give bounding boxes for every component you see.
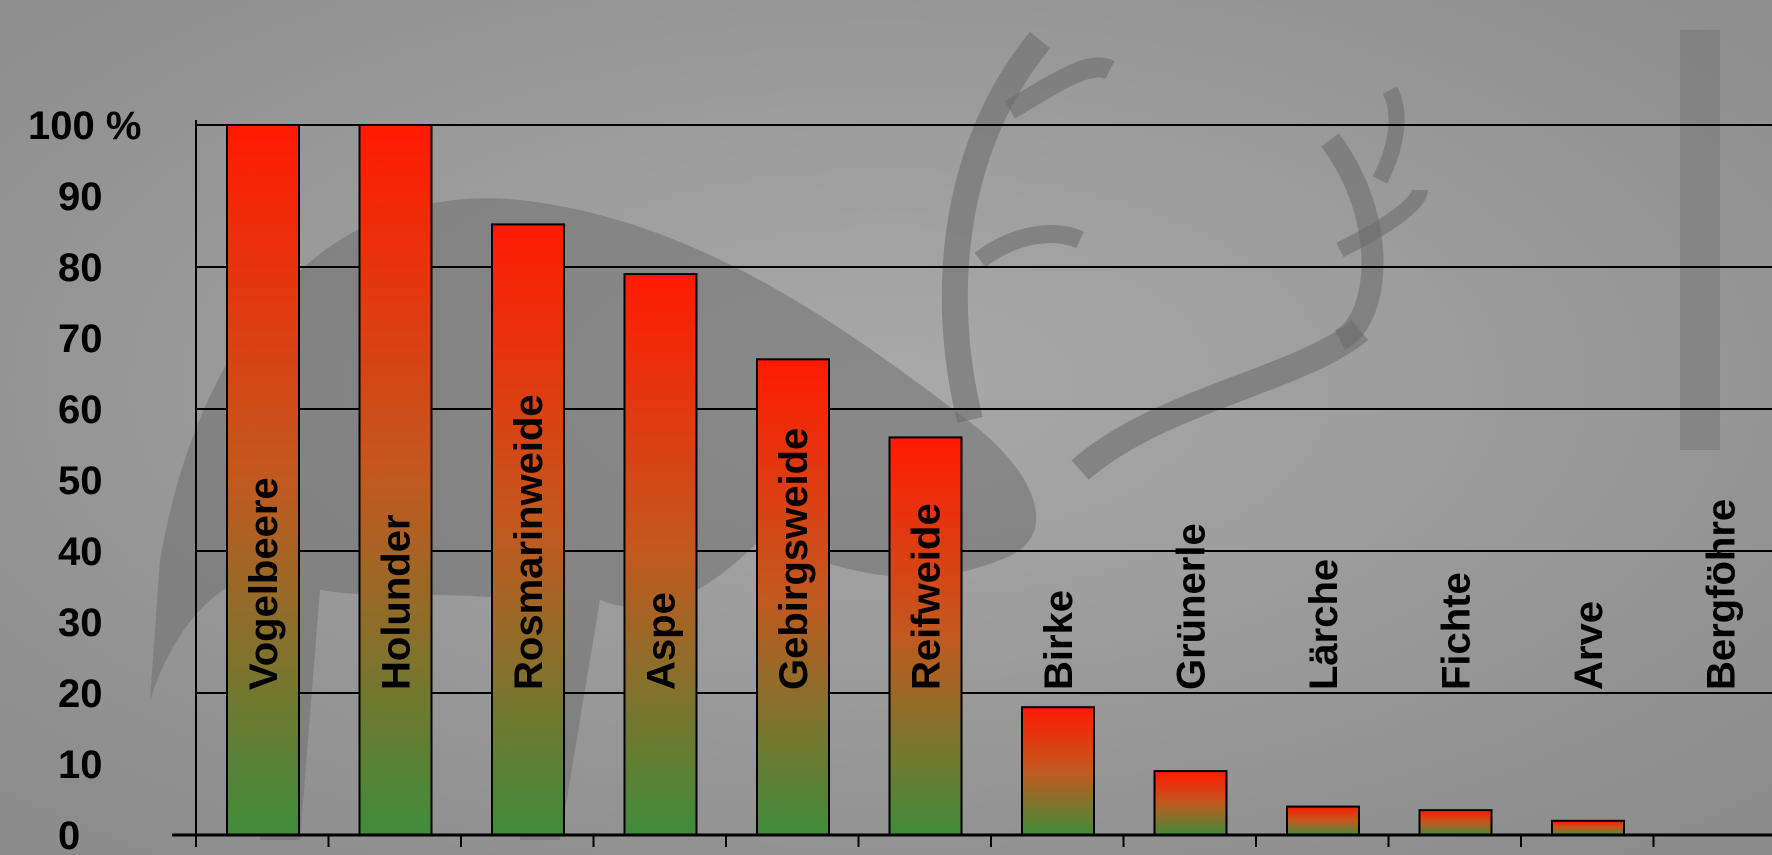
bar	[1286, 805, 1360, 836]
category-label: Vogelbeere	[242, 477, 286, 690]
y-tick-label: 50	[58, 459, 103, 503]
category-label: Aspe	[640, 592, 684, 690]
bar	[1551, 819, 1625, 836]
category-label: Arve	[1567, 601, 1611, 690]
y-tick-label: 70	[58, 317, 103, 361]
bar	[1418, 809, 1493, 837]
bar	[1153, 770, 1228, 836]
y-tick-label: 40	[58, 530, 103, 574]
gridlines	[196, 124, 1772, 694]
category-label: Grünerle	[1170, 523, 1214, 690]
bar-labels: Vogelbeere Holunder Rosmarinweide Aspe Gebir…	[242, 394, 1744, 690]
y-tick-label: 80	[58, 246, 103, 290]
y-tick-label: 20	[58, 672, 103, 716]
y-tick-label: 100 %	[28, 104, 141, 148]
bar	[1021, 706, 1095, 837]
category-label: Fichte	[1435, 572, 1479, 690]
bar	[623, 273, 698, 837]
y-tick-label: 90	[58, 175, 103, 219]
bar	[358, 124, 433, 836]
category-label: Gebirgsweide	[772, 428, 816, 690]
category-label: Birke	[1037, 590, 1081, 690]
y-tick-label: 10	[58, 743, 103, 787]
bar	[226, 124, 300, 836]
axes	[172, 120, 1772, 847]
category-label: Bergföhre	[1700, 499, 1744, 690]
y-tick-label: 60	[58, 388, 103, 432]
bar	[888, 436, 963, 836]
category-label: Reifweide	[905, 503, 949, 690]
y-tick-label: 30	[58, 601, 103, 645]
category-label: Rosmarinweide	[507, 394, 551, 690]
category-label: Lärche	[1302, 559, 1346, 690]
category-label: Holunder	[375, 514, 419, 690]
bar	[756, 358, 830, 836]
bars	[226, 124, 1625, 837]
y-tick-label: 0	[58, 814, 80, 855]
bar	[491, 223, 565, 836]
y-axis-tick-labels: 0 10 20 30 40 50 60 70 80 90 100 %	[28, 104, 141, 855]
